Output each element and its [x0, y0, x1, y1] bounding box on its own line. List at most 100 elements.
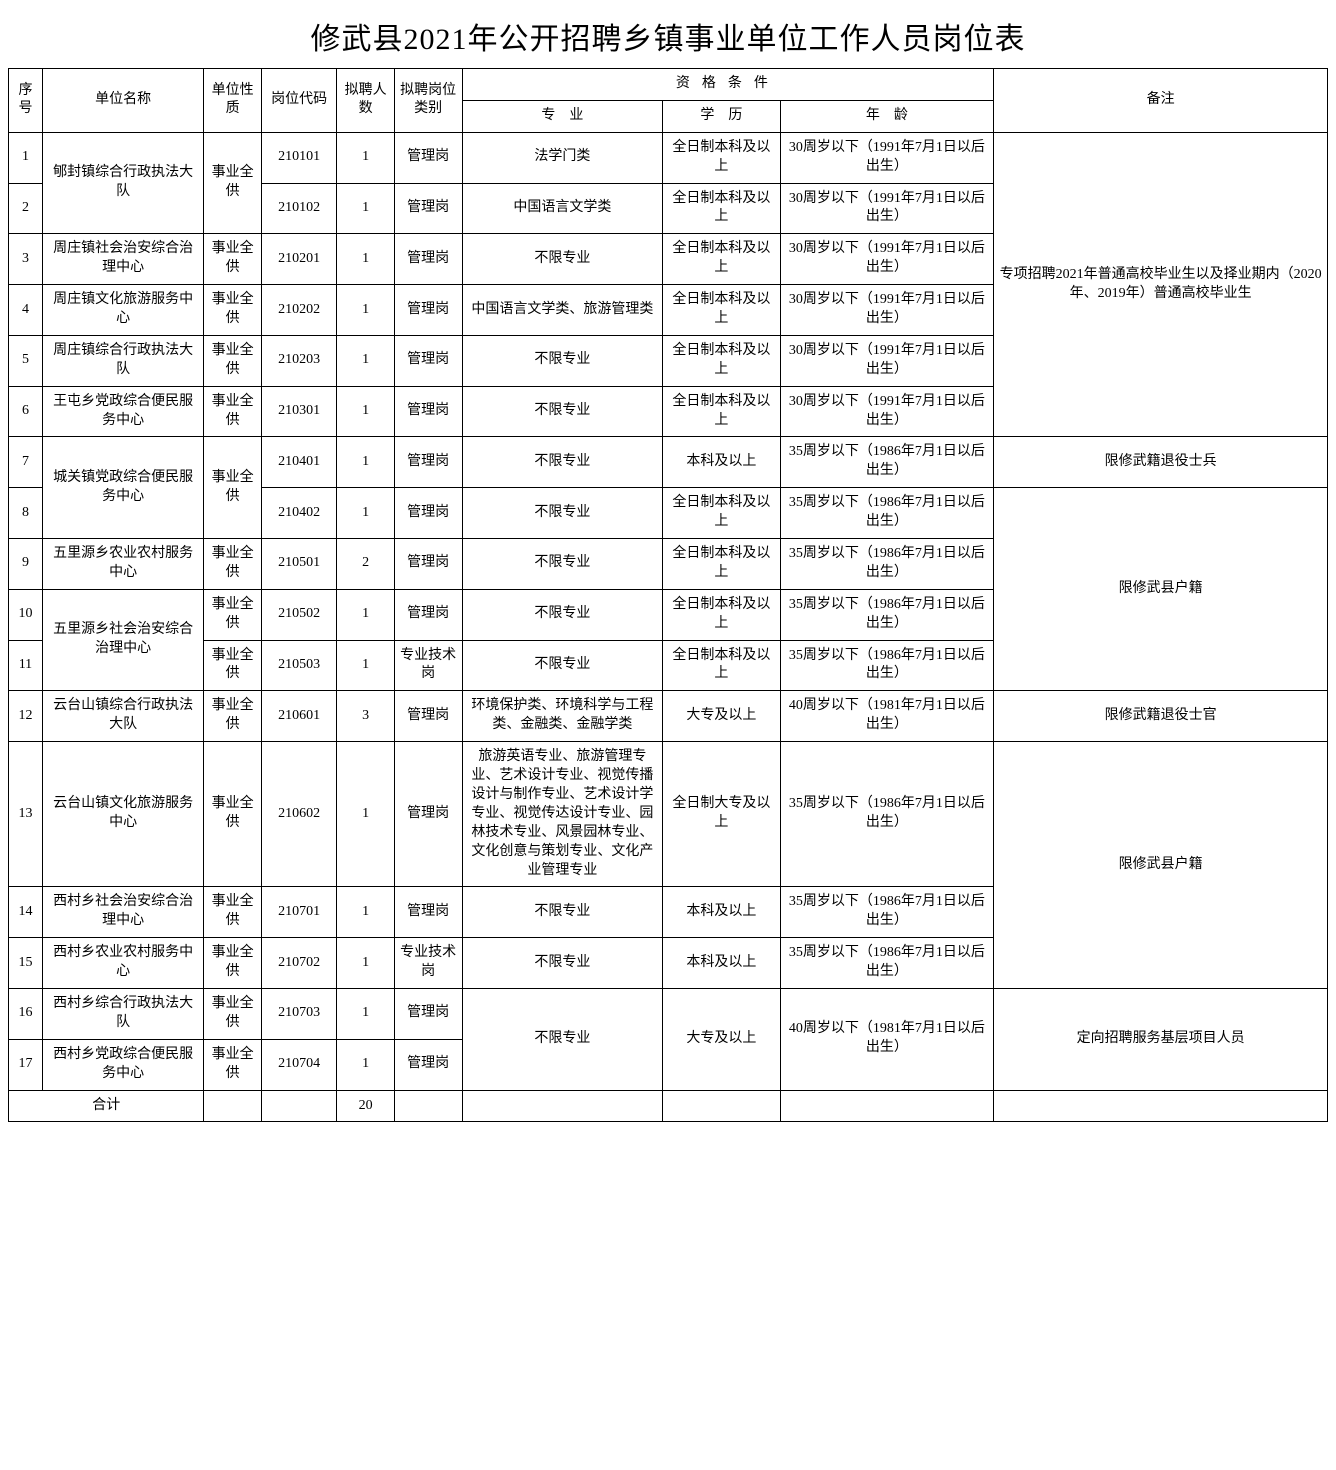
cell-nature: 事业全供	[204, 988, 261, 1039]
cell-major: 不限专业	[462, 887, 663, 938]
cell-age: 35周岁以下（1986年7月1日以后出生）	[780, 938, 994, 989]
cell-cat: 管理岗	[394, 285, 462, 336]
cell-unit: 周庄镇综合行政执法大队	[42, 335, 204, 386]
cell-nature: 事业全供	[204, 887, 261, 938]
cell-unit: 周庄镇文化旅游服务中心	[42, 285, 204, 336]
cell-nature: 事业全供	[204, 234, 261, 285]
col-major: 专 业	[462, 100, 663, 132]
cell-code: 210501	[261, 539, 337, 590]
cell-cat: 管理岗	[394, 539, 462, 590]
cell-blank	[780, 1090, 994, 1122]
cell-age: 35周岁以下（1986年7月1日以后出生）	[780, 488, 994, 539]
document-title: 修武县2021年公开招聘乡镇事业单位工作人员岗位表	[8, 8, 1328, 68]
cell-nature: 事业全供	[204, 691, 261, 742]
document-page: 修武县2021年公开招聘乡镇事业单位工作人员岗位表 序号 单位名称 单位性质 岗…	[8, 8, 1328, 1122]
cell-unit: 周庄镇社会治安综合治理中心	[42, 234, 204, 285]
cell-cat: 管理岗	[394, 234, 462, 285]
cell-code: 210503	[261, 640, 337, 691]
cell-note-row12: 限修武籍退役士官	[994, 691, 1328, 742]
cell-count: 1	[337, 183, 394, 234]
cell-cat: 管理岗	[394, 1039, 462, 1090]
cell-code: 210402	[261, 488, 337, 539]
cell-total-count: 20	[337, 1090, 394, 1122]
cell-seq: 13	[9, 742, 43, 887]
cell-unit: 城关镇党政综合便民服务中心	[42, 437, 204, 539]
cell-major: 旅游英语专业、旅游管理专业、艺术设计专业、视觉传播设计与制作专业、艺术设计学专业…	[462, 742, 663, 887]
table-row: 12 云台山镇综合行政执法大队 事业全供 210601 3 管理岗 环境保护类、…	[9, 691, 1328, 742]
cell-blank	[663, 1090, 780, 1122]
cell-edu: 大专及以上	[663, 988, 780, 1090]
cell-unit: 西村乡农业农村服务中心	[42, 938, 204, 989]
col-nature: 单位性质	[204, 69, 261, 133]
cell-unit: 云台山镇文化旅游服务中心	[42, 742, 204, 887]
cell-count: 1	[337, 335, 394, 386]
cell-cat: 专业技术岗	[394, 640, 462, 691]
cell-cat: 专业技术岗	[394, 938, 462, 989]
cell-count: 1	[337, 988, 394, 1039]
cell-major: 不限专业	[462, 988, 663, 1090]
cell-blank	[394, 1090, 462, 1122]
cell-cat: 管理岗	[394, 183, 462, 234]
cell-count: 1	[337, 437, 394, 488]
cell-code: 210704	[261, 1039, 337, 1090]
cell-edu: 全日制本科及以上	[663, 539, 780, 590]
cell-count: 1	[337, 234, 394, 285]
cell-blank	[994, 1090, 1328, 1122]
cell-unit: 郇封镇综合行政执法大队	[42, 132, 204, 234]
cell-major: 不限专业	[462, 589, 663, 640]
cell-major: 环境保护类、环境科学与工程类、金融类、金融学类	[462, 691, 663, 742]
cell-count: 1	[337, 742, 394, 887]
cell-edu: 全日制大专及以上	[663, 742, 780, 887]
cell-unit: 云台山镇综合行政执法大队	[42, 691, 204, 742]
table-body: 1 郇封镇综合行政执法大队 事业全供 210101 1 管理岗 法学门类 全日制…	[9, 132, 1328, 1122]
col-category: 拟聘岗位类别	[394, 69, 462, 133]
cell-unit: 西村乡社会治安综合治理中心	[42, 887, 204, 938]
cell-code: 210102	[261, 183, 337, 234]
cell-unit: 西村乡综合行政执法大队	[42, 988, 204, 1039]
cell-seq: 11	[9, 640, 43, 691]
cell-seq: 2	[9, 183, 43, 234]
cell-unit: 五里源乡社会治安综合治理中心	[42, 589, 204, 691]
cell-count: 1	[337, 640, 394, 691]
cell-count: 1	[337, 386, 394, 437]
cell-code: 210202	[261, 285, 337, 336]
cell-nature: 事业全供	[204, 386, 261, 437]
cell-edu: 全日制本科及以上	[663, 640, 780, 691]
col-count: 拟聘人数	[337, 69, 394, 133]
cell-age: 30周岁以下（1991年7月1日以后出生）	[780, 386, 994, 437]
cell-edu: 全日制本科及以上	[663, 589, 780, 640]
cell-count: 1	[337, 887, 394, 938]
cell-unit: 西村乡党政综合便民服务中心	[42, 1039, 204, 1090]
cell-blank	[261, 1090, 337, 1122]
cell-code: 210702	[261, 938, 337, 989]
cell-cat: 管理岗	[394, 437, 462, 488]
cell-cat: 管理岗	[394, 589, 462, 640]
cell-major: 不限专业	[462, 488, 663, 539]
cell-seq: 15	[9, 938, 43, 989]
cell-seq: 17	[9, 1039, 43, 1090]
cell-seq: 3	[9, 234, 43, 285]
cell-age: 35周岁以下（1986年7月1日以后出生）	[780, 437, 994, 488]
cell-age: 30周岁以下（1991年7月1日以后出生）	[780, 234, 994, 285]
cell-count: 1	[337, 589, 394, 640]
cell-nature: 事业全供	[204, 132, 261, 234]
cell-edu: 全日制本科及以上	[663, 132, 780, 183]
cell-major: 不限专业	[462, 386, 663, 437]
cell-seq: 14	[9, 887, 43, 938]
cell-nature: 事业全供	[204, 539, 261, 590]
cell-age: 30周岁以下（1991年7月1日以后出生）	[780, 132, 994, 183]
cell-cat: 管理岗	[394, 988, 462, 1039]
table-header: 序号 单位名称 单位性质 岗位代码 拟聘人数 拟聘岗位类别 资格条件 备注 专 …	[9, 69, 1328, 133]
table-row: 13 云台山镇文化旅游服务中心 事业全供 210602 1 管理岗 旅游英语专业…	[9, 742, 1328, 887]
cell-age: 30周岁以下（1991年7月1日以后出生）	[780, 335, 994, 386]
cell-nature: 事业全供	[204, 1039, 261, 1090]
table-row: 7 城关镇党政综合便民服务中心 事业全供 210401 1 管理岗 不限专业 本…	[9, 437, 1328, 488]
cell-seq: 4	[9, 285, 43, 336]
cell-count: 1	[337, 938, 394, 989]
cell-code: 210203	[261, 335, 337, 386]
col-age: 年 龄	[780, 100, 994, 132]
cell-cat: 管理岗	[394, 488, 462, 539]
cell-unit: 五里源乡农业农村服务中心	[42, 539, 204, 590]
cell-note-group-d: 定向招聘服务基层项目人员	[994, 988, 1328, 1090]
cell-edu: 本科及以上	[663, 887, 780, 938]
